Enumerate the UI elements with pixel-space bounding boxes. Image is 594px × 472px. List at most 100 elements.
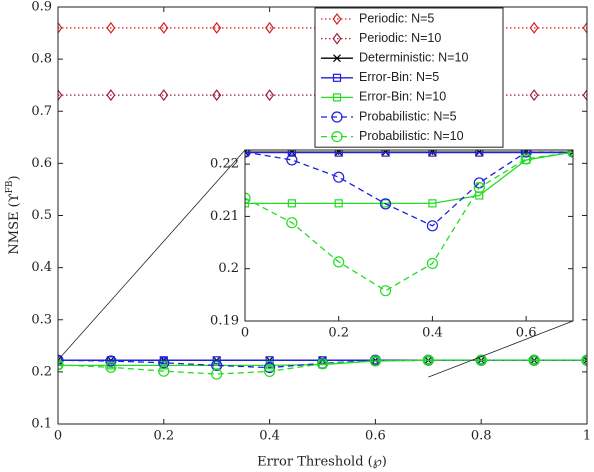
legend-marker (332, 32, 342, 45)
marker (332, 93, 342, 102)
marker (520, 150, 532, 158)
marker (426, 220, 439, 232)
marker (331, 131, 343, 143)
plot-frame (57, 6, 588, 425)
marker (287, 199, 296, 208)
marker (106, 89, 116, 102)
x-tick-label: 1 (583, 429, 591, 444)
plot-area (245, 150, 573, 321)
x-tick-label: 0.6 (365, 429, 386, 444)
marker (369, 355, 381, 367)
legend-marker (331, 111, 343, 123)
marker (264, 365, 276, 377)
y-tick-label: 0.22 (210, 157, 239, 172)
marker (286, 217, 298, 229)
marker (333, 256, 345, 268)
marker (379, 285, 392, 297)
y-tick-label: 0.9 (31, 0, 52, 15)
marker (212, 356, 221, 365)
x-tick-label: 0.4 (259, 429, 280, 444)
marker (381, 150, 390, 157)
marker (334, 199, 343, 208)
marker (265, 361, 274, 370)
marker (581, 354, 587, 366)
y-tick-label: 0.2 (218, 261, 239, 276)
marker (422, 354, 434, 366)
x-tick-label: 0 (241, 326, 249, 341)
marker (158, 357, 170, 369)
zoom-line (428, 320, 574, 378)
marker (265, 89, 275, 102)
marker (332, 13, 342, 25)
marker (105, 355, 117, 367)
y-tick-label: 0.5 (31, 208, 52, 223)
marker (475, 191, 484, 200)
y-tick-label: 0.4 (31, 260, 52, 275)
legend-label: Periodic: N=5 (359, 11, 434, 25)
marker (245, 199, 250, 208)
marker (158, 365, 170, 377)
legend-label: Error-Bin: N=10 (359, 90, 446, 104)
series-line (58, 359, 587, 375)
marker (287, 150, 296, 157)
marker (245, 150, 249, 157)
marker (583, 356, 587, 365)
marker (105, 361, 117, 373)
legend-marker (332, 93, 342, 102)
y-tick-label: 0.7 (31, 104, 52, 119)
marker (426, 257, 439, 270)
marker (159, 356, 168, 365)
marker (58, 359, 64, 371)
marker (58, 21, 63, 34)
marker (473, 182, 485, 194)
y-tick-label: 0.3 (31, 312, 52, 327)
marker (333, 54, 341, 63)
marker (106, 356, 116, 365)
legend-marker (332, 73, 342, 82)
marker (569, 150, 573, 157)
x-tick-label: 0.2 (328, 326, 349, 341)
plot-frame (244, 149, 574, 322)
marker (159, 21, 169, 34)
marker (211, 368, 223, 380)
x-axis-label: Error Threshold (℘) (257, 455, 387, 470)
marker (379, 198, 392, 210)
marker (381, 199, 390, 208)
legend-label: Probabilistic: N=5 (359, 109, 457, 123)
y-tick-label: 0.2 (31, 364, 52, 379)
x-tick-label: 0.6 (516, 326, 537, 341)
x-tick-label: 0.2 (153, 429, 174, 444)
y-label-end: ) (7, 175, 22, 180)
marker (529, 21, 539, 34)
x-tick-label: 0.4 (422, 326, 443, 341)
marker (316, 358, 329, 370)
marker (159, 89, 169, 102)
marker (333, 171, 345, 183)
y-label-sup: FB (5, 180, 15, 193)
marker (212, 89, 222, 102)
x-tick-label: 0.8 (471, 429, 492, 444)
y-axis-label: NMSE (ϒFB) (5, 175, 22, 254)
y-tick-label: 0.6 (31, 156, 52, 171)
marker (334, 150, 343, 157)
marker (245, 150, 251, 158)
y-tick-label: 0.19 (210, 314, 239, 329)
marker (332, 32, 342, 45)
legend-label: Error-Bin: N=5 (359, 70, 439, 84)
marker (332, 73, 342, 82)
marker (58, 89, 63, 102)
y-tick-label: 0.1 (31, 417, 52, 432)
marker (58, 354, 64, 366)
plot-clip-group (245, 150, 573, 297)
series-line (245, 151, 573, 227)
marker (567, 150, 573, 158)
legend-marker (332, 13, 342, 25)
marker (264, 362, 276, 374)
marker (265, 21, 275, 34)
plot-clip-group (58, 21, 587, 380)
series-line (245, 151, 573, 204)
marker (529, 89, 539, 102)
legend-label: Probabilistic: N=10 (359, 129, 464, 143)
marker (582, 89, 587, 102)
